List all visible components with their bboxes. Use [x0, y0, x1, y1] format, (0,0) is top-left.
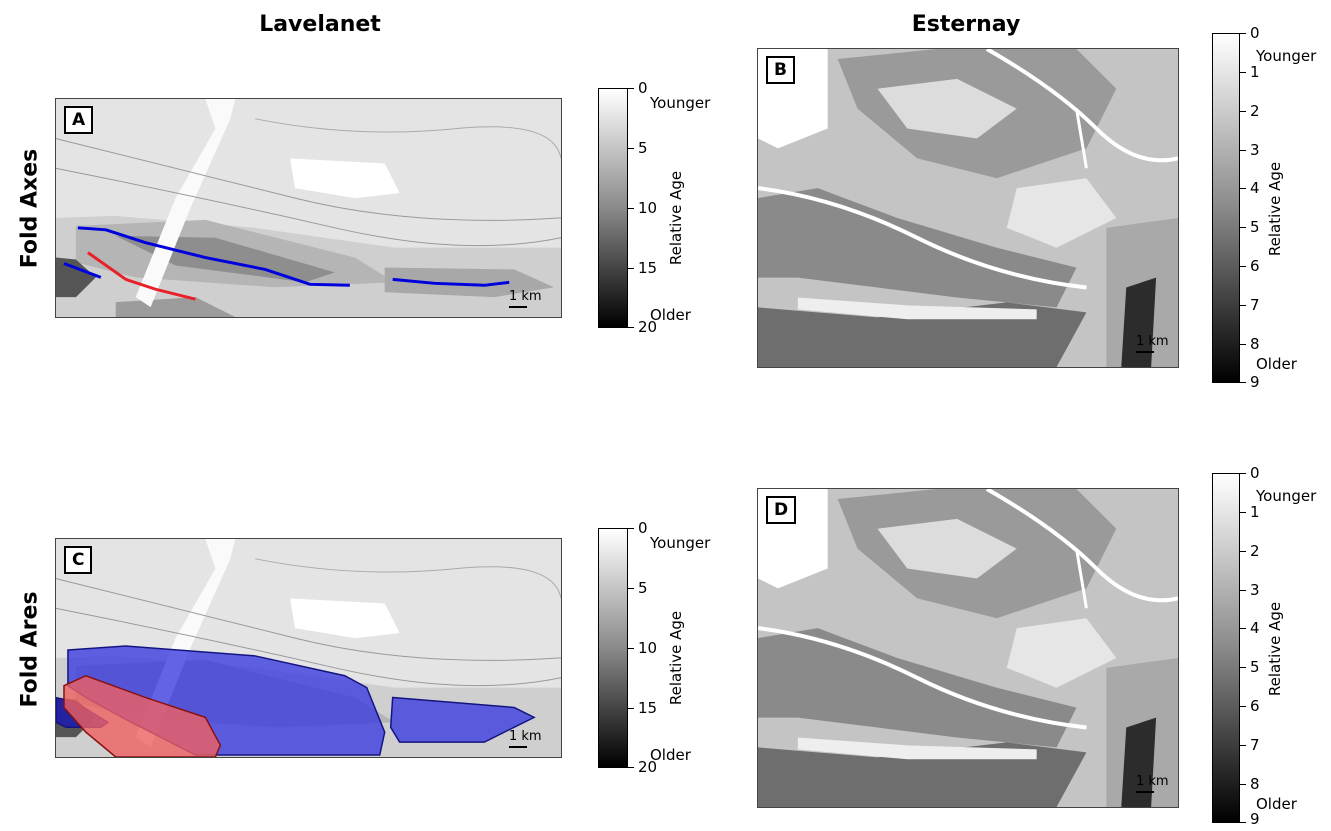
colorbar-b-tick-8: 8 — [1250, 335, 1260, 353]
colorbar-a-tick-15: 15 — [638, 259, 658, 277]
column-title-esternay: Esternay — [911, 12, 1021, 37]
colorbar-b-tick-0: 0 — [1250, 24, 1260, 42]
colorbar-a-tick-5: 5 — [638, 139, 648, 157]
colorbar-c — [598, 528, 628, 768]
colorbar-d-tick-0: 0 — [1250, 464, 1260, 482]
scale-label-a: 1 km — [509, 289, 542, 304]
scale-bar-b: 1 km — [1136, 334, 1169, 353]
row-title-fold-areas: Fold Ares — [17, 591, 43, 708]
fold-axis-red-1 — [87, 251, 196, 301]
terrain-map-d — [758, 489, 1178, 807]
panel-label-a: A — [64, 106, 94, 134]
fold-axis-blue-2 — [63, 262, 102, 279]
panel-label-b: B — [766, 56, 795, 84]
scale-bar-a: 1 km — [509, 289, 542, 308]
row-title-fold-axes: Fold Axes — [17, 148, 43, 269]
colorbar-a-label: Relative Age — [667, 170, 685, 266]
colorbar-a-older: Older — [650, 306, 691, 324]
colorbar-c-younger: Younger — [650, 534, 711, 552]
fold-axis-blue-3 — [392, 277, 510, 287]
colorbar-b-younger: Younger — [1256, 47, 1317, 65]
colorbar-d — [1212, 473, 1240, 823]
colorbar-c-tick-20: 20 — [638, 758, 658, 776]
colorbar-c-label: Relative Age — [667, 610, 685, 706]
colorbar-b-tick-6: 6 — [1250, 257, 1260, 275]
colorbar-d-older: Older — [1256, 795, 1297, 813]
colorbar-a-tick-0: 0 — [638, 79, 648, 97]
map-panel-d: D 1 km — [757, 488, 1179, 808]
colorbar-d-tick-3: 3 — [1250, 581, 1260, 599]
colorbar-b-tick-4: 4 — [1250, 179, 1260, 197]
colorbar-b-tick-2: 2 — [1250, 102, 1260, 120]
colorbar-c-tick-0: 0 — [638, 519, 648, 537]
panel-label-d: D — [766, 496, 797, 524]
colorbar-d-tick-2: 2 — [1250, 542, 1260, 560]
colorbar-b-tick-9: 9 — [1250, 373, 1260, 391]
colorbar-c-tick-15: 15 — [638, 699, 658, 717]
colorbar-d-tick-4: 4 — [1250, 619, 1260, 637]
map-panel-b: B 1 km — [757, 48, 1179, 368]
colorbar-d-tick-6: 6 — [1250, 697, 1260, 715]
colorbar-d-tick-7: 7 — [1250, 736, 1260, 754]
colorbar-d-tick-9: 9 — [1250, 810, 1260, 828]
colorbar-d-label: Relative Age — [1266, 601, 1284, 697]
colorbar-c-tick-5: 5 — [638, 579, 648, 597]
scale-label-b: 1 km — [1136, 334, 1169, 349]
fold-axes-overlay-a — [63, 226, 510, 301]
terrain-map-a — [56, 99, 561, 317]
colorbar-b-tick-7: 7 — [1250, 296, 1260, 314]
colorbar-b-tick-1: 1 — [1250, 63, 1260, 81]
scale-bar-c: 1 km — [509, 729, 542, 748]
panel-label-c: C — [64, 546, 93, 574]
scale-label-d: 1 km — [1136, 774, 1169, 789]
colorbar-a-younger: Younger — [650, 94, 711, 112]
colorbar-c-tick-10: 10 — [638, 639, 658, 657]
scale-label-c: 1 km — [509, 729, 542, 744]
column-title-lavelanet: Lavelanet — [259, 12, 381, 37]
colorbar-d-tick-1: 1 — [1250, 503, 1260, 521]
colorbar-a — [598, 88, 628, 328]
colorbar-b-tick-5: 5 — [1250, 218, 1260, 236]
fold-axis-blue-1 — [77, 226, 350, 287]
colorbar-a-tick-10: 10 — [638, 199, 658, 217]
colorbar-b-tick-3: 3 — [1250, 141, 1260, 159]
colorbar-b — [1212, 33, 1240, 383]
colorbar-b-older: Older — [1256, 355, 1297, 373]
map-panel-a: A 1 km — [55, 98, 562, 318]
scale-bar-d: 1 km — [1136, 774, 1169, 793]
map-panel-c: C 1 km — [55, 538, 562, 758]
colorbar-d-younger: Younger — [1256, 487, 1317, 505]
colorbar-c-older: Older — [650, 746, 691, 764]
fold-area-blue-2 — [389, 696, 536, 743]
colorbar-d-tick-8: 8 — [1250, 775, 1260, 793]
colorbar-a-tick-20: 20 — [638, 318, 658, 336]
colorbar-b-label: Relative Age — [1266, 161, 1284, 257]
colorbar-d-tick-5: 5 — [1250, 658, 1260, 676]
fold-area-red-1 — [63, 674, 222, 757]
terrain-map-b — [758, 49, 1178, 367]
fold-areas-overlay-c — [56, 645, 536, 757]
